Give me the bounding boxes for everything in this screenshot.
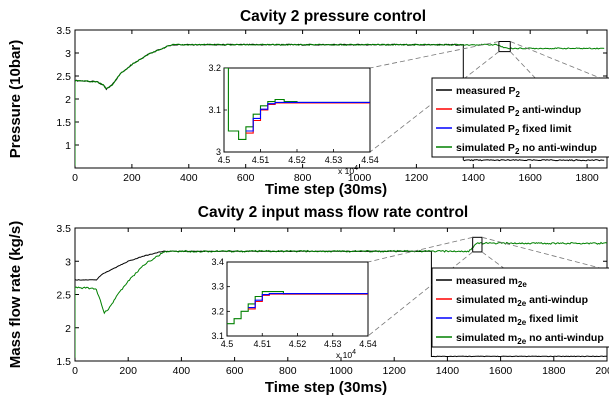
legend-entry: simulated P2 fixed limit bbox=[456, 123, 572, 137]
x-tick-label: 400 bbox=[173, 365, 191, 377]
y-tick-label: 2.5 bbox=[56, 290, 71, 302]
x-tick-label: 0 bbox=[72, 172, 78, 184]
x-tick-label: 1200 bbox=[405, 172, 429, 184]
zoom-x-tick-label: 4.54 bbox=[361, 155, 379, 165]
x-axis-label: Time step (30ms) bbox=[265, 181, 387, 198]
x-tick-label: 600 bbox=[237, 172, 255, 184]
y-tick-label: 2.5 bbox=[56, 71, 71, 83]
legend-entry: simulated m2e no anti-windup bbox=[456, 332, 604, 346]
x-tick-label: 400 bbox=[180, 172, 198, 184]
zoom-x-tick-label: 4.51 bbox=[252, 155, 270, 165]
exponent-power: 4 bbox=[354, 165, 358, 172]
x-tick-label: 2000 bbox=[595, 365, 609, 377]
x-tick-label: 200 bbox=[119, 365, 137, 377]
x-tick-label: 0 bbox=[72, 365, 78, 377]
x-tick-label: 1200 bbox=[383, 365, 407, 377]
zoom-y-tick-label: 3.2 bbox=[208, 63, 221, 73]
y-tick-label: 3 bbox=[65, 256, 71, 268]
x-tick-label: 1400 bbox=[462, 172, 486, 184]
zoom-plot-area bbox=[227, 262, 368, 336]
legend-entry-name: measured P bbox=[456, 85, 516, 97]
exponent-base: x 10 bbox=[338, 166, 354, 176]
legend-entry-name: simulated P bbox=[456, 123, 515, 135]
y-tick-label: 2 bbox=[65, 323, 71, 335]
zoom-x-tick-label: 4.53 bbox=[325, 155, 343, 165]
zoom-x-tick-label: 4.51 bbox=[253, 339, 271, 349]
legend-entry-name: simulated m bbox=[456, 313, 517, 325]
legend-entry: simulated P2 no anti-windup bbox=[456, 142, 597, 156]
y-tick-label: 1 bbox=[65, 140, 71, 152]
chart-title: Cavity 2 pressure control bbox=[240, 8, 426, 25]
zoom-x-tick-label: 4.53 bbox=[324, 339, 342, 349]
legend-entry-name: simulated m bbox=[456, 332, 517, 344]
x-tick-label: 1000 bbox=[329, 365, 353, 377]
x-tick-label: 200 bbox=[123, 172, 141, 184]
legend-entry: measured P2 bbox=[456, 85, 521, 99]
zoom-y-tick-label: 3.1 bbox=[208, 105, 221, 115]
panel-1: Cavity 2 input mass flow rate control 0 20… bbox=[7, 204, 609, 396]
legend-entry-name: simulated P bbox=[456, 142, 515, 154]
x-axis-label: Time step (30ms) bbox=[265, 379, 387, 396]
legend-entry-suffix: no anti-windup bbox=[519, 142, 597, 154]
y-tick-label: 3.5 bbox=[56, 223, 71, 235]
x-tick-label: 1400 bbox=[436, 365, 460, 377]
x-tick-label: 800 bbox=[279, 365, 297, 377]
legend-entry-suffix: fixed limit bbox=[526, 313, 578, 325]
y-tick-label: 1.5 bbox=[56, 117, 71, 129]
zoom-x-tick-label: 4.54 bbox=[359, 339, 377, 349]
legend-entry: simulated P2 anti-windup bbox=[456, 104, 581, 118]
zoom-x-tick-label: 4.52 bbox=[288, 155, 306, 165]
exponent-base: x 10 bbox=[336, 350, 352, 360]
zoom-y-tick-label: 3.4 bbox=[211, 257, 224, 267]
zoom-y-tick-label: 3.2 bbox=[211, 306, 224, 316]
y-axis-label: Pressure (10bar) bbox=[7, 40, 24, 158]
legend-entry: measured m2e bbox=[456, 275, 527, 289]
legend-entry-name: measured m bbox=[456, 275, 518, 287]
panel-0: Cavity 2 pressure control 0 200 400 600 800 10… bbox=[7, 8, 609, 198]
legend-entry-suffix: fixed limit bbox=[519, 123, 571, 135]
legend-entry-name: simulated m bbox=[456, 294, 517, 306]
zoom-y-tick-label: 3 bbox=[216, 147, 221, 157]
zoom-y-tick-label: 3.3 bbox=[211, 282, 224, 292]
x-tick-label: 1800 bbox=[575, 172, 599, 184]
legend-entry-suffix: anti-windup bbox=[526, 294, 588, 306]
legend-entry-subscript: 2 bbox=[516, 90, 521, 99]
exponent-power: 4 bbox=[352, 349, 356, 356]
zoom-y-tick-label: 3.1 bbox=[211, 331, 224, 341]
x-tick-label: 1600 bbox=[489, 365, 513, 377]
x-tick-label: 1800 bbox=[542, 365, 566, 377]
x-tick-label: 1600 bbox=[519, 172, 543, 184]
zoom-x-tick-label: 4.52 bbox=[289, 339, 307, 349]
chart-title: Cavity 2 input mass flow rate control bbox=[198, 204, 468, 221]
legend-entry-suffix: no anti-windup bbox=[526, 332, 604, 344]
legend-entry-subscript: 2e bbox=[518, 280, 527, 289]
y-tick-label: 3.5 bbox=[56, 25, 71, 37]
y-tick-label: 1.5 bbox=[56, 356, 71, 368]
legend-entry-suffix: anti-windup bbox=[519, 104, 581, 116]
y-axis-label: Mass flow rate (kg/s) bbox=[7, 221, 24, 369]
y-tick-label: 3 bbox=[65, 48, 71, 60]
legend-entry-name: simulated P bbox=[456, 104, 515, 116]
x-tick-label: 600 bbox=[226, 365, 244, 377]
y-tick-label: 2 bbox=[65, 94, 71, 106]
